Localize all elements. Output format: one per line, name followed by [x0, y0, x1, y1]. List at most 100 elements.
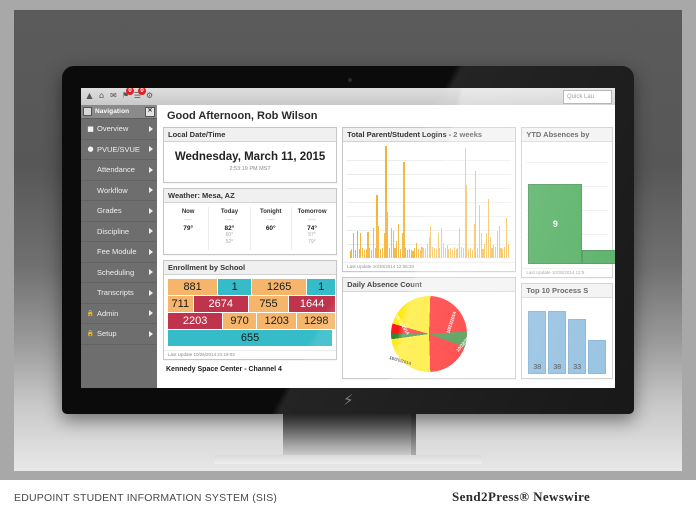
- sidebar-item-label: Attendance: [97, 165, 135, 175]
- logins-bar: [473, 223, 475, 258]
- treemap-cell[interactable]: 1: [218, 279, 252, 295]
- gridline: [347, 160, 512, 161]
- sidebar-item-pvue-svue[interactable]: ● PVUE/SVUE: [81, 140, 157, 160]
- logins-bar: [460, 246, 463, 258]
- logins-bar: [430, 226, 432, 258]
- logins-bar: [394, 247, 396, 258]
- sidebar-item-overview[interactable]: ■ Overview: [81, 119, 157, 140]
- top10-bar: 33: [568, 319, 587, 374]
- logins-bar: [403, 162, 405, 258]
- card-body: 881 1 1265 1 711 2674 755 1644 2203 970 1203 1298 65…: [164, 275, 336, 350]
- logins-bar: [356, 230, 358, 258]
- card-title: Top 10 Process S: [522, 284, 613, 298]
- treemap-cell[interactable]: 711: [168, 296, 193, 312]
- close-icon[interactable]: ✕: [145, 106, 155, 117]
- weather-column-tomorrow: Tomorrow —74° 57° 79°: [292, 207, 332, 250]
- treemap-cell[interactable]: 970: [223, 313, 256, 329]
- sidebar-item-grades[interactable]: Grades: [81, 201, 157, 222]
- sidebar-item-workflow[interactable]: Workflow: [81, 181, 157, 201]
- current-time: 2:53:19 PM MST: [229, 166, 271, 172]
- logins-bar: [495, 246, 497, 258]
- logins-plot: [347, 146, 512, 258]
- sidebar-item-admin[interactable]: 🔒 Admin: [81, 304, 157, 324]
- sidebar: Navigation ✕ ■ Overview ● PVUE/SVUE Attendan…: [81, 105, 157, 388]
- treemap-cell[interactable]: 1644: [289, 296, 336, 312]
- sidebar-item-attendance[interactable]: Attendance: [81, 160, 157, 181]
- logins-bar: [423, 247, 425, 258]
- sidebar-item-scheduling[interactable]: Scheduling: [81, 263, 157, 283]
- caption-text: EDUPOINT STUDENT INFORMATION SYSTEM (SIS…: [14, 492, 278, 504]
- local-date-time-card: Local Date/Time Wednesday, March 11, 201…: [163, 127, 338, 183]
- treemap-cell[interactable]: 881: [168, 279, 218, 295]
- bullet-icon: ■: [87, 124, 94, 133]
- message-icon[interactable]: ✉: [110, 91, 117, 100]
- logins-bar: [487, 198, 489, 258]
- chevron-right-icon: [149, 166, 153, 173]
- treemap-cell[interactable]: 1203: [257, 313, 297, 329]
- notifications-icon[interactable]: ⚑ 0: [121, 88, 134, 101]
- sidebar-nav-list: ■ Overview ● PVUE/SVUE Attendance Workflow Gra…: [81, 119, 157, 345]
- card-body: Now —79° Today —82° 60° 52° Tonight —60° Tomorro…: [164, 203, 336, 254]
- card-title: YTD Absences by: [522, 128, 613, 142]
- top10-bar-value: 33: [573, 364, 582, 371]
- sidebar-item-label: Workflow: [97, 185, 128, 195]
- caption-footer: EDUPOINT STUDENT INFORMATION SYSTEM (SIS…: [0, 480, 696, 522]
- chevron-right-icon: [149, 289, 153, 296]
- treemap-cell[interactable]: 1: [307, 279, 336, 295]
- logins-bar: [477, 247, 479, 258]
- gridline: [347, 216, 512, 217]
- alert-icon[interactable]: ▲: [86, 91, 93, 100]
- treemap-cell[interactable]: 2674: [193, 296, 248, 312]
- logins-bar: [414, 247, 416, 258]
- toolbar-icon-group: ▲ ⌂ ✉ ⚑ 0 ☰ 0 ⚙: [85, 88, 154, 101]
- logins-bar: [500, 247, 502, 258]
- card-body: [343, 142, 515, 262]
- top10-bar-series: 38 38 33: [526, 302, 608, 374]
- logins-bar: [451, 250, 454, 258]
- treemap-cell[interactable]: 1265: [252, 279, 307, 295]
- top10-bar: [588, 340, 607, 374]
- treemap-cell[interactable]: 655: [168, 330, 333, 346]
- logins-bar: [486, 232, 488, 258]
- logins-bar: [407, 250, 409, 258]
- ytd-bar-2: [582, 250, 615, 264]
- tasks-icon[interactable]: ☰ 0: [133, 88, 146, 101]
- chevron-right-icon: [149, 228, 153, 235]
- logins-bar: [428, 237, 430, 258]
- tasks-glyph: ☰: [133, 91, 142, 100]
- sidebar-item-fee-module[interactable]: Fee Module: [81, 242, 157, 263]
- top10-bar-value: 38: [533, 364, 542, 371]
- treemap-cell[interactable]: 755: [248, 296, 289, 312]
- sidebar-item-label: Transcripts: [97, 288, 134, 298]
- logins-bar: [450, 247, 452, 258]
- sidebar-item-discipline[interactable]: Discipline: [81, 222, 157, 242]
- gridline: [347, 174, 512, 175]
- logins-bar: [442, 243, 445, 258]
- sidebar-item-label: Discipline: [97, 226, 130, 236]
- chevron-right-icon: [149, 330, 153, 337]
- weather-columns: Now —79° Today —82° 60° 52° Tonight —60° Tomorro…: [168, 207, 332, 250]
- sidebar-item-setup[interactable]: 🔒 Setup: [81, 324, 157, 345]
- treemap-row: 711 2674 755 1644: [168, 296, 336, 312]
- weather-period-label: Now: [181, 209, 195, 215]
- treemap-cell[interactable]: 1298: [297, 313, 336, 329]
- card-body: Wednesday, March 11, 2015 2:53:19 PM MST: [164, 142, 336, 182]
- logins-bar: [416, 243, 418, 258]
- sidebar-item-transcripts[interactable]: Transcripts: [81, 283, 157, 304]
- logins-bar: [390, 228, 392, 258]
- quick-launch-input[interactable]: Quick Lau: [563, 90, 612, 104]
- logins-bar: [398, 223, 400, 258]
- logins-bar: [349, 251, 351, 258]
- logins-bar: [498, 226, 500, 258]
- chevron-right-icon: [149, 125, 153, 132]
- card-title: Total Parent/Student Logins - 2 weeks: [343, 128, 516, 142]
- navigation-title: Navigation: [95, 108, 130, 115]
- logins-bar: [417, 248, 419, 258]
- last-update-label: Last Update 10/30/2014 12:55:33: [343, 262, 516, 271]
- treemap-cell[interactable]: 2203: [168, 313, 223, 329]
- settings-icon[interactable]: ⚙: [145, 91, 154, 100]
- chevron-right-icon: [149, 310, 153, 317]
- top10-process-card: Top 10 Process S 38 38 33: [521, 283, 614, 379]
- home-icon[interactable]: ⌂: [98, 91, 105, 100]
- sidebar-item-label: PVUE/SVUE: [97, 144, 140, 154]
